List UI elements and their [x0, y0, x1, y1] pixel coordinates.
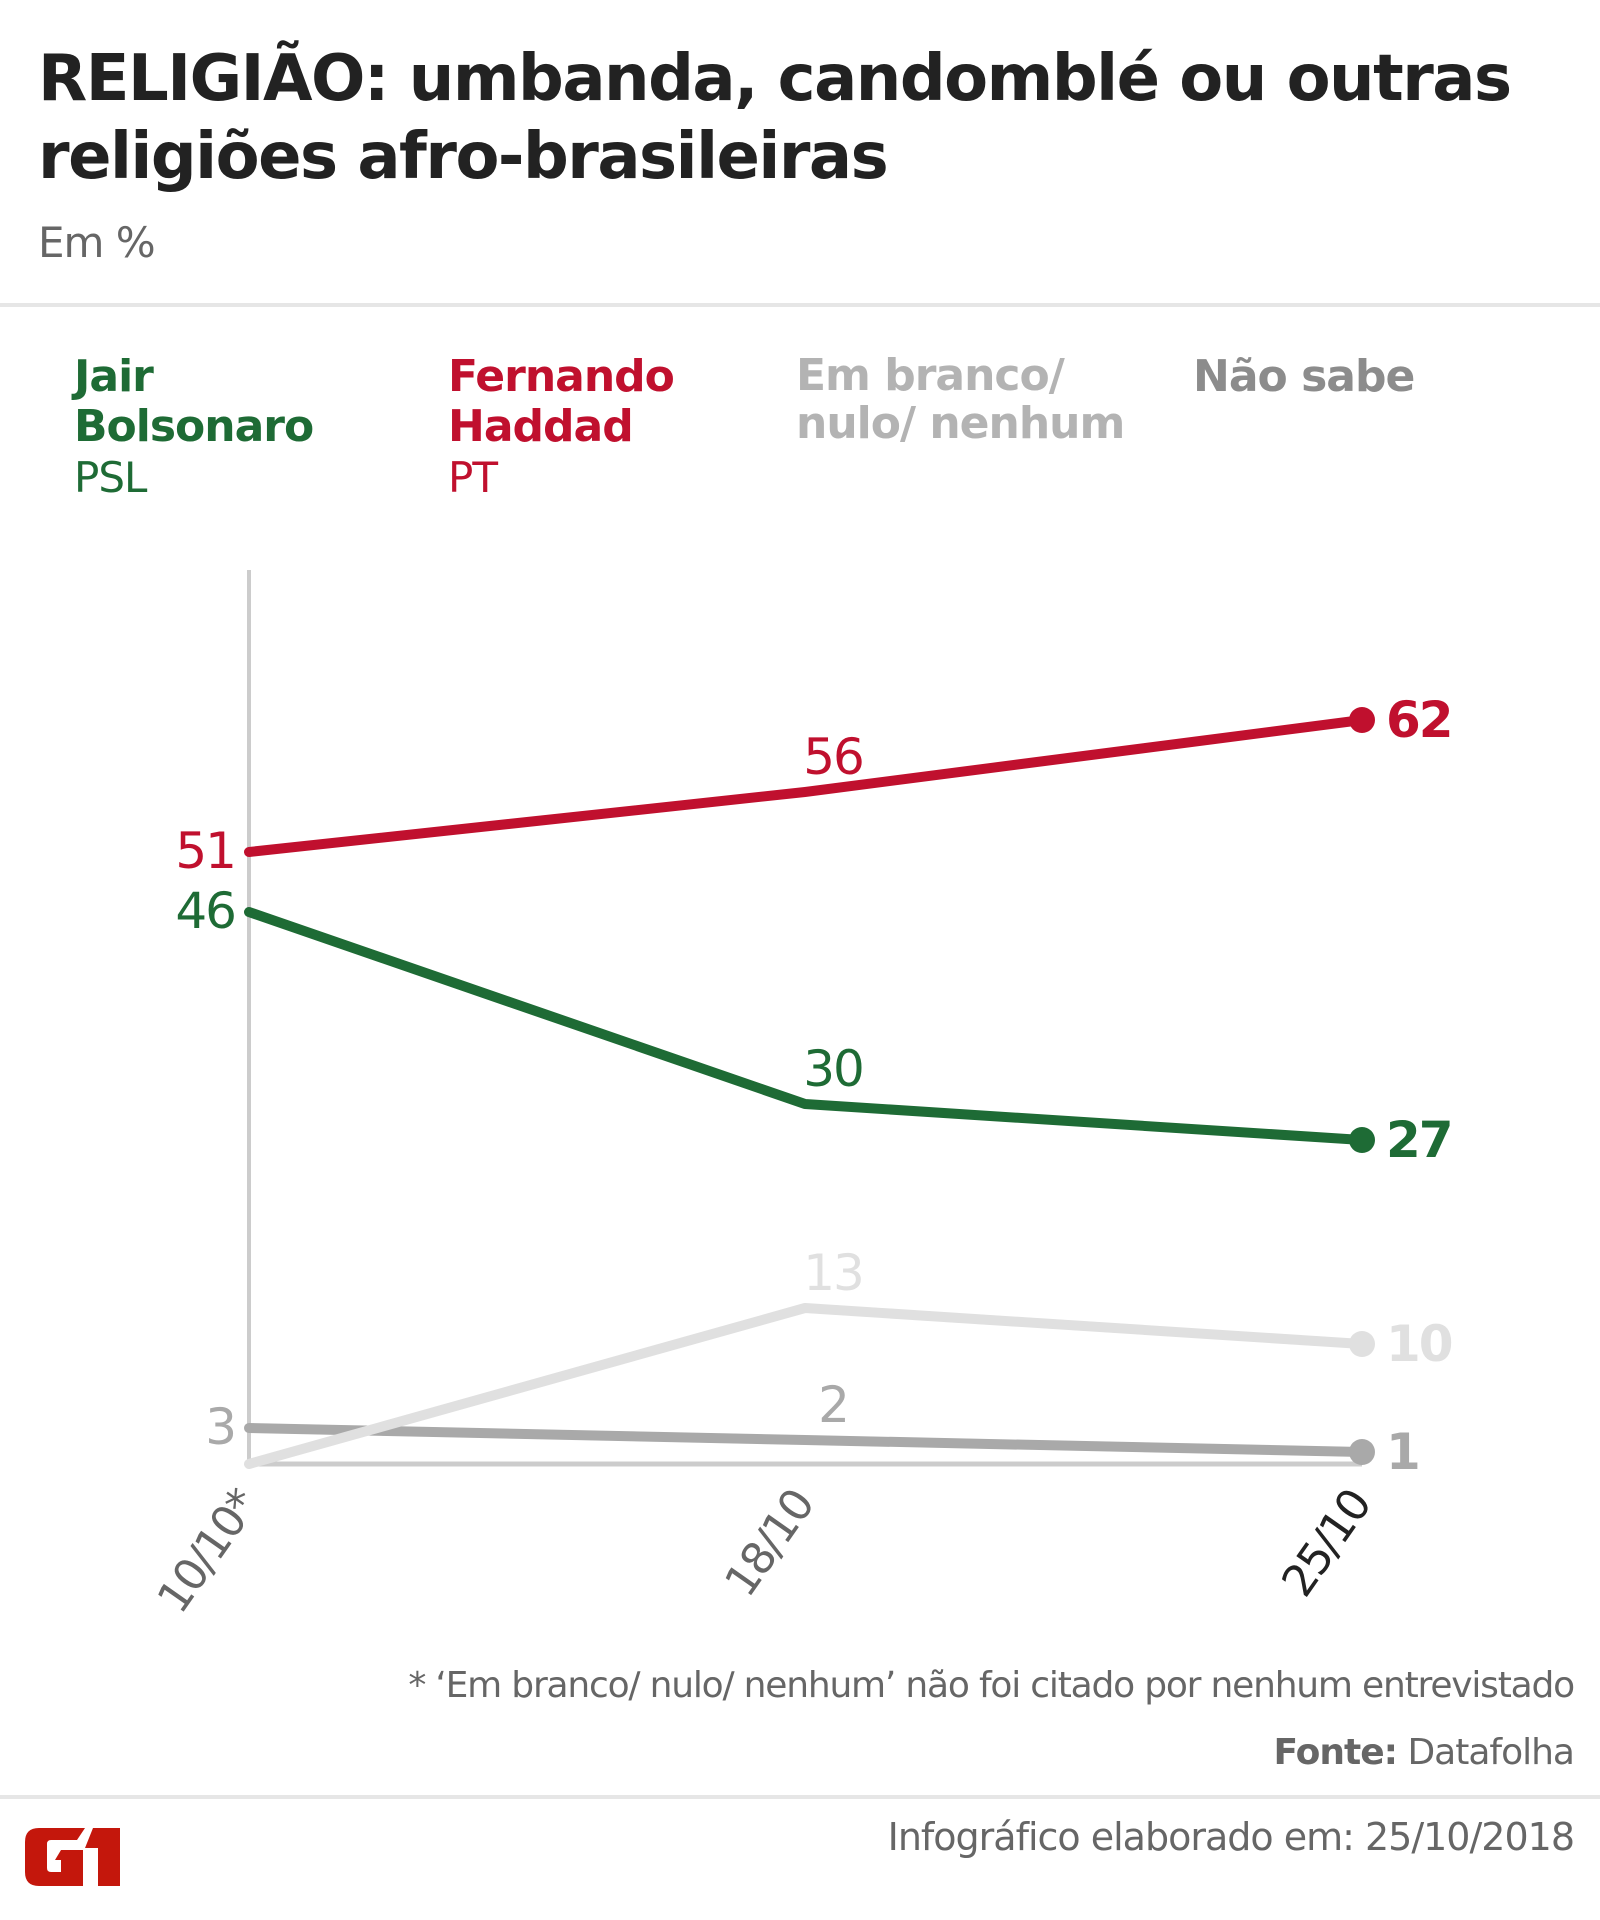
legend-item-nao-sabe: Não sabe	[1193, 351, 1415, 402]
series-line	[244, 1423, 1367, 1457]
footnote: * ‘Em branco/ nulo/ nenhum’ não foi cita…	[408, 1665, 1575, 1706]
source: Fonte: Datafolha	[1274, 1732, 1575, 1773]
chart-subtitle: Em %	[38, 218, 156, 267]
series-n-o-sabe: 3 2 1	[205, 1376, 1421, 1481]
legend-party: PSL	[74, 453, 147, 502]
data-label: 30	[803, 1040, 863, 1098]
legend-item-em-branco: Em branco/ nulo/ nenhum	[796, 350, 1125, 449]
end-point-marker	[1349, 1127, 1375, 1153]
legend-name: Bolsonaro	[74, 401, 314, 452]
data-label: 1	[1386, 1423, 1419, 1481]
end-point-marker	[1349, 1331, 1375, 1357]
data-label: 27	[1386, 1111, 1452, 1169]
series-line	[244, 1303, 1367, 1469]
x-tick-label: 25/10	[1272, 1481, 1381, 1606]
line-chart: 3 2 1 13 10 46 30 27 51 56 62 10/10* 18/10 25/10	[148, 570, 1454, 1622]
g1-logo-icon	[25, 1828, 120, 1886]
x-tick-label: 18/10	[715, 1481, 824, 1606]
end-point-marker	[1349, 707, 1375, 733]
tick-layer: 10/10* 18/10 25/10	[148, 1480, 1381, 1622]
series-layer: 3 2 1 13 10 46 30 27 51 56 62	[175, 691, 1454, 1481]
legend-name: Jair	[74, 351, 154, 402]
series-jair-bolsonaro-psl-: 46 30 27	[175, 882, 1453, 1169]
credit: Infográfico elaborado em: 25/10/2018	[887, 1815, 1575, 1859]
data-label: 46	[175, 882, 235, 940]
data-label: 56	[803, 728, 863, 786]
series-line	[244, 907, 1367, 1145]
chart-title: RELIGIÃO: umbanda, candomblé ou outras r…	[38, 42, 1512, 194]
legend-name: Não sabe	[1193, 351, 1415, 402]
series-fernando-haddad-pt-: 51 56 62	[175, 691, 1453, 880]
series-line	[244, 715, 1367, 857]
data-label: 3	[205, 1398, 235, 1456]
source-value: Datafolha	[1397, 1732, 1575, 1773]
data-label: 10	[1386, 1315, 1452, 1373]
footer-divider	[0, 1795, 1600, 1799]
legend-name: Fernando	[448, 351, 675, 402]
data-label: 13	[803, 1244, 863, 1302]
data-label: 62	[1386, 691, 1452, 749]
source-label: Fonte:	[1273, 1732, 1399, 1773]
x-tick-label: 10/10*	[148, 1480, 269, 1622]
end-point-marker	[1349, 1439, 1375, 1465]
data-label: 2	[818, 1376, 848, 1434]
legend-name: Em branco/	[796, 350, 1065, 401]
legend-name: nulo/ nenhum	[796, 398, 1125, 449]
legend-name: Haddad	[448, 401, 634, 452]
legend-item-haddad: Fernando Haddad PT	[448, 351, 675, 504]
header-divider	[0, 303, 1600, 307]
legend-party: PT	[448, 453, 498, 502]
data-label: 51	[175, 822, 235, 880]
series-em-branco-nulo-nenhum: 13 10	[244, 1244, 1454, 1469]
legend-item-bolsonaro: Jair Bolsonaro PSL	[74, 351, 314, 504]
